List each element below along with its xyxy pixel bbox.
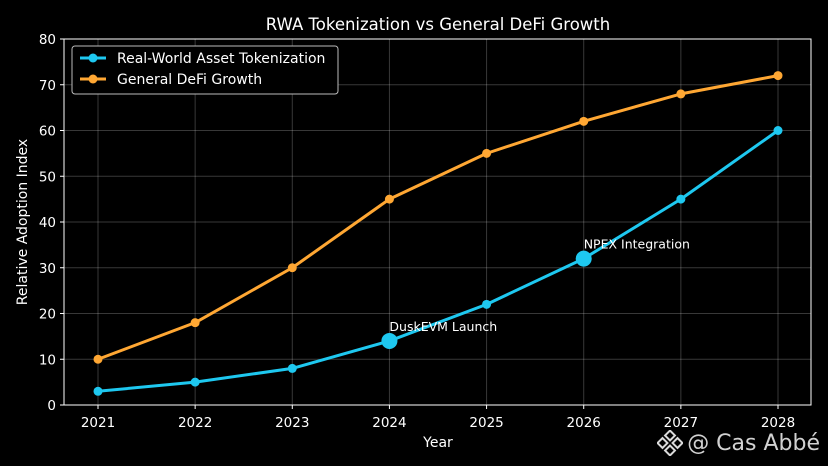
y-tick-label: 40 — [39, 215, 56, 231]
x-tick-label: 2028 — [761, 415, 795, 431]
y-tick-label: 10 — [39, 352, 56, 368]
series-line-rwa — [96, 129, 780, 393]
legend: Real-World Asset Tokenization General De… — [71, 45, 339, 95]
series-line-defi — [96, 74, 780, 361]
annotation-label: DuskEVM Launch — [389, 319, 497, 334]
x-tick-label: 2021 — [81, 415, 115, 431]
x-axis: 2021 2022 2023 2024 2025 2026 2027 2028 — [81, 405, 795, 431]
annotation-label: NPEX Integration — [584, 237, 690, 252]
watermark-text: @ Cas Abbé — [687, 430, 820, 456]
legend-box — [71, 45, 339, 95]
data-point-defi — [676, 89, 686, 99]
y-tick-label: 20 — [39, 307, 56, 323]
watermark: @ Cas Abbé — [657, 430, 820, 456]
data-point-defi — [482, 148, 492, 158]
data-point-defi — [93, 354, 103, 364]
data-point-defi — [384, 194, 394, 204]
x-tick-label: 2023 — [275, 415, 309, 431]
binance-diamond-icon — [657, 430, 684, 456]
y-axis-label: Relative Adoption Index — [15, 139, 31, 305]
data-point-defi — [773, 71, 783, 81]
series-layer — [93, 71, 783, 396]
y-tick-label: 0 — [47, 398, 56, 414]
legend-marker-defi — [88, 74, 98, 84]
data-point-rwa — [93, 386, 103, 396]
y-tick-label: 50 — [39, 169, 56, 185]
data-point-rwa — [676, 194, 686, 204]
x-tick-label: 2027 — [664, 415, 698, 431]
legend-label-rwa: Real-World Asset Tokenization — [117, 51, 325, 67]
y-axis: 0 10 20 30 40 50 60 70 80 — [39, 32, 64, 414]
x-axis-label: Year — [422, 435, 453, 451]
y-tick-label: 60 — [39, 124, 56, 140]
x-tick-label: 2025 — [469, 415, 503, 431]
annotation-marker — [575, 250, 592, 267]
annotation-marker — [381, 332, 398, 349]
y-tick-label: 80 — [39, 32, 56, 48]
data-point-rwa — [190, 377, 200, 387]
data-point-rwa — [482, 299, 492, 309]
y-tick-label: 30 — [39, 261, 56, 277]
x-tick-label: 2022 — [178, 415, 212, 431]
y-tick-label: 70 — [39, 78, 56, 94]
data-point-defi — [190, 318, 200, 328]
data-point-rwa — [287, 363, 297, 373]
x-tick-label: 2024 — [372, 415, 406, 431]
legend-marker-rwa — [88, 53, 98, 63]
legend-label-defi: General DeFi Growth — [117, 72, 262, 88]
annotations: DuskEVM Launch NPEX Integration — [381, 237, 690, 349]
data-point-defi — [579, 116, 589, 126]
plot-frame — [63, 38, 812, 406]
x-tick-label: 2026 — [567, 415, 601, 431]
data-point-defi — [287, 263, 297, 273]
chart-title: RWA Tokenization vs General DeFi Growth — [266, 15, 610, 34]
data-point-rwa — [773, 126, 783, 135]
